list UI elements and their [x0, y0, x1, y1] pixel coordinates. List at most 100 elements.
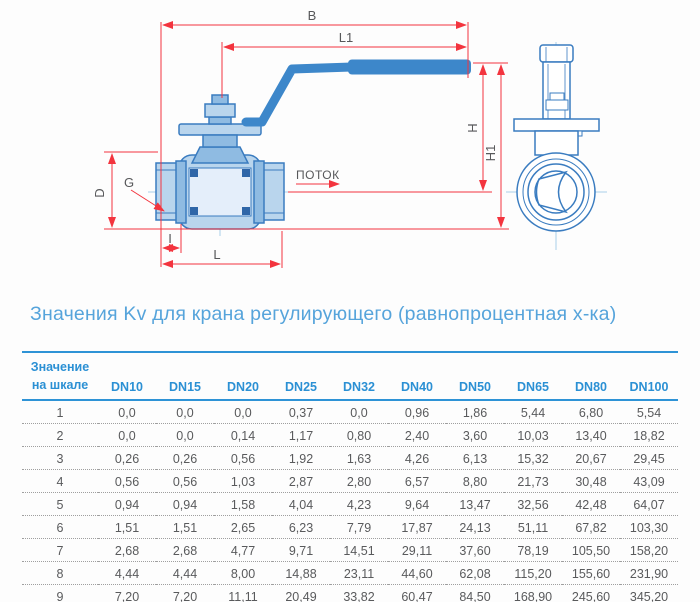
kv-value-cell: 32,56	[504, 492, 562, 516]
kv-value-cell: 4,23	[330, 492, 388, 516]
kv-value-cell: 245,60	[571, 589, 611, 602]
scale-cell: 7	[22, 538, 98, 562]
dn-column-header: DN50	[446, 352, 504, 401]
kv-value-cell: 43,09	[620, 469, 678, 493]
kv-value-cell: 2,80	[330, 469, 388, 493]
kv-value-cell: 1,51	[156, 515, 214, 539]
table-row: 2 0,0 0,0 0,14 1,17 0,80 2,40 3,60 10,03 13,40 18,…	[22, 423, 678, 447]
kv-value-cell: 60,47	[401, 589, 433, 602]
kv-value-cell: 9,64	[388, 492, 446, 516]
kv-value-cell: 0,0	[156, 423, 214, 447]
kv-value-cell: 62,08	[446, 561, 504, 585]
kv-value-cell: 2,87	[272, 469, 330, 493]
kv-value-cell: 20,67	[562, 446, 620, 470]
kv-value-cell: 345,20	[629, 589, 669, 602]
kv-value-cell: 15,32	[504, 446, 562, 470]
dn-column-header: DN100	[620, 352, 678, 401]
kv-value-cell: 6,80	[562, 400, 620, 424]
dn-column-header: DN20	[214, 352, 272, 401]
kv-value-cell: 6,57	[388, 469, 446, 493]
kv-value-cell: 78,19	[504, 538, 562, 562]
scale-cell: 8	[22, 561, 98, 585]
kv-value-cell: 231,90	[620, 561, 678, 585]
kv-value-cell: 0,26	[156, 446, 214, 470]
kv-value-cell: 2,68	[98, 538, 156, 562]
kv-value-cell: 14,88	[272, 561, 330, 585]
kv-value-cell: 4,26	[388, 446, 446, 470]
label-D: D	[92, 188, 107, 197]
kv-value-cell: 0,96	[388, 400, 446, 424]
kv-value-cell: 7,20	[114, 589, 140, 602]
kv-value-cell: 5,54	[620, 400, 678, 424]
label-H1: H1	[483, 145, 498, 162]
kv-value-cell: 7,79	[330, 515, 388, 539]
kv-value-cell: 13,40	[562, 423, 620, 447]
dn-column-header: DN10	[98, 352, 156, 401]
kv-value-cell: 5,44	[504, 400, 562, 424]
scale-cell: 4	[22, 469, 98, 493]
kv-value-cell: 33,82	[343, 589, 375, 602]
kv-value-cell: 0,80	[330, 423, 388, 447]
valve-technical-drawing: B L1 H H1 D G I L ПОТОК	[92, 8, 607, 268]
scale-cell: 6	[22, 515, 98, 539]
kv-value-cell: 3,60	[446, 423, 504, 447]
kv-value-cell: 0,26	[98, 446, 156, 470]
kv-value-cell: 2,65	[214, 515, 272, 539]
table-row: 6 1,51 1,51 2,65 6,23 7,79 17,87 24,13 51,11 67,8…	[22, 515, 678, 539]
kv-value-cell: 1,03	[214, 469, 272, 493]
kv-value-cell: 1,63	[330, 446, 388, 470]
kv-value-cell: 1,86	[446, 400, 504, 424]
kv-value-cell: 4,04	[272, 492, 330, 516]
kv-value-cell: 23,11	[330, 561, 388, 585]
kv-value-cell: 158,20	[620, 538, 678, 562]
kv-value-cell: 17,87	[388, 515, 446, 539]
kv-value-cell: 42,48	[562, 492, 620, 516]
kv-value-cell: 37,60	[446, 538, 504, 562]
scale-cell: 3	[22, 446, 98, 470]
kv-value-cell: 1,51	[98, 515, 156, 539]
label-H: H	[465, 123, 480, 132]
dim-G-leader	[130, 189, 165, 212]
kv-value-cell: 14,51	[330, 538, 388, 562]
kv-value-cell: 115,20	[504, 561, 562, 585]
kv-value-cell: 2,68	[156, 538, 214, 562]
kv-value-cell: 2,40	[388, 423, 446, 447]
dn-column-header: DN32	[330, 352, 388, 401]
ball-port-shape	[535, 170, 568, 214]
kv-value-cell: 7,20	[172, 589, 198, 602]
bonnet-neck	[190, 146, 250, 164]
dn-column-header: DN25	[272, 352, 330, 401]
kv-value-cell: 29,11	[388, 538, 446, 562]
valve-side-view	[513, 44, 600, 232]
kv-value-cell: 105,50	[562, 538, 620, 562]
kv-value-cell: 0,56	[156, 469, 214, 493]
ball-cavity	[188, 167, 252, 217]
table-row: 1 0,0 0,0 0,0 0,37 0,0 0,96 1,86 5,44 6,80 5,54	[22, 400, 678, 424]
dn-column-header: DN65	[504, 352, 562, 401]
kv-value-cell: 6,13	[446, 446, 504, 470]
kv-value-cell: 24,13	[446, 515, 504, 539]
valve-front-view	[155, 94, 285, 230]
kv-value-cell: 1,92	[272, 446, 330, 470]
kv-value-cell: 0,0	[98, 400, 156, 424]
table-row: 7 2,68 2,68 4,77 9,71 14,51 29,11 37,60 78,19 105…	[22, 538, 678, 562]
kv-value-cell: 1,17	[272, 423, 330, 447]
label-G: G	[124, 175, 134, 190]
kv-value-cell: 11,11	[228, 589, 258, 602]
kv-value-cell: 9,71	[272, 538, 330, 562]
ball-circle	[534, 170, 578, 214]
kv-value-cell: 4,77	[214, 538, 272, 562]
kv-value-cell: 1,58	[214, 492, 272, 516]
dn-column-header: DN40	[388, 352, 446, 401]
kv-value-cell: 67,82	[562, 515, 620, 539]
kv-value-cell: 84,50	[459, 589, 491, 602]
kv-value-cell: 4,44	[98, 561, 156, 585]
kv-value-cell: 8,80	[446, 469, 504, 493]
kv-value-cell: 0,0	[330, 400, 388, 424]
kv-table-header-row: Значение на шкале DN10 DN15 DN20 DN25 DN32 DN…	[22, 352, 678, 401]
kv-value-cell: 20,49	[285, 589, 317, 602]
kv-value-cell: 0,14	[214, 423, 272, 447]
kv-value-cell: 4,44	[156, 561, 214, 585]
handle-grip	[348, 59, 471, 75]
